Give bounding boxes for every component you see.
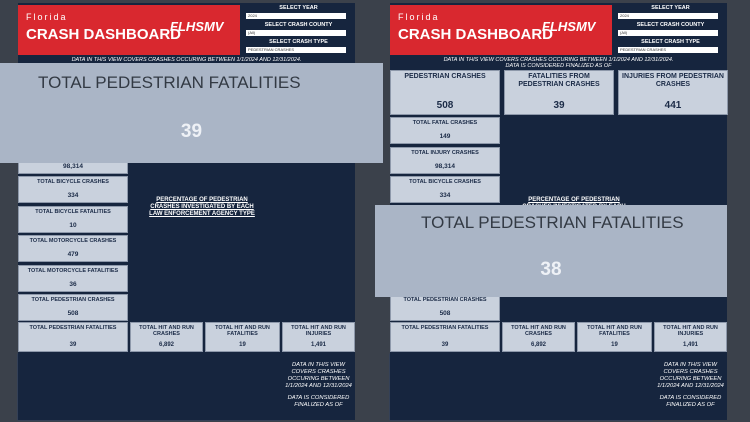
bottom-tile: TOTAL PEDESTRIAN FATALITIES 39 [390, 322, 500, 352]
tile-value: 1,491 [310, 342, 326, 348]
tile-label: FATALITIES FROM PEDESTRIAN CRASHES [518, 73, 600, 88]
tile-label: TOTAL INJURY CRASHES [411, 149, 479, 156]
tile-value: 19 [239, 342, 246, 348]
notice: DATA IN THIS VIEW COVERS CRASHES OCCURIN… [71, 57, 302, 63]
filter-label: SELECT CRASH COUNTY [636, 22, 705, 28]
brand: Florida [26, 12, 68, 22]
side-tile: TOTAL BICYCLE FATALITIES 10 [18, 205, 128, 233]
tile-value: 334 [439, 192, 451, 199]
filter-label: SELECT CRASH COUNTY [264, 22, 333, 28]
tile-label: TOTAL HIT AND RUN INJURIES [663, 325, 718, 338]
filter-value[interactable]: 2024 [618, 13, 718, 19]
overlay-title: TOTAL PEDESTRIAN FATALITIES [38, 73, 301, 92]
overlay-value: 38 [540, 259, 562, 280]
tile-value: 508 [67, 310, 79, 317]
tile-label: TOTAL HIT AND RUN FATALITIES [215, 325, 270, 338]
tile-value: 149 [439, 133, 451, 140]
tile-label: TOTAL PEDESTRIAN FATALITIES [401, 325, 489, 331]
tile-value: 98,314 [63, 162, 83, 170]
tile-value: 6,892 [530, 342, 546, 348]
overlay: TOTAL PEDESTRIAN FATALITIES 39 [0, 63, 383, 163]
tile-value: 19 [611, 342, 618, 348]
overlay-value: 39 [180, 121, 203, 142]
side-tile: TOTAL MOTORCYCLE FATALITIES 36 [18, 264, 128, 292]
note: DATA IN THIS VIEW COVERS CRASHES OCCURIN… [285, 362, 352, 389]
side-tile: TOTAL PEDESTRIAN CRASHES 508 [18, 294, 128, 321]
tile-label: TOTAL HIT AND RUN FATALITIES [587, 325, 642, 338]
filter-label: SELECT CRASH TYPE [269, 39, 328, 45]
top-tile: FATALITIES FROM PEDESTRIAN CRASHES 39 [504, 70, 614, 115]
side-tile: TOTAL MOTORCYCLE CRASHES 479 [18, 235, 128, 262]
side-tile: TOTAL FATAL CRASHES 149 [390, 117, 500, 144]
notice: DATA IN THIS VIEW COVERS CRASHES OCCURIN… [443, 57, 674, 63]
logo: FLHSMV [542, 19, 596, 34]
tile-label: TOTAL PEDESTRIAN CRASHES [31, 297, 115, 303]
filter-label: SELECT CRASH TYPE [641, 39, 700, 45]
tile-label: TOTAL BICYCLE CRASHES [409, 179, 481, 185]
dashboard-title: CRASH DASHBOARD [398, 26, 554, 43]
filter-value[interactable]: (All) [246, 30, 346, 36]
tile-label: TOTAL MOTORCYCLE CRASHES [29, 238, 117, 244]
overlay: TOTAL PEDESTRIAN FATALITIES 38 [375, 205, 727, 297]
dashboard-title: CRASH DASHBOARD [26, 26, 182, 43]
note: DATA IS CONSIDERED FINALIZED AS OF [659, 395, 722, 408]
side-tile: TOTAL BICYCLE CRASHES 334 [390, 176, 500, 203]
tile-label: INJURIES FROM PEDESTRIAN CRASHES [622, 73, 724, 88]
side-tile: TOTAL INJURY CRASHES 98,314 [390, 146, 500, 174]
bottom-tile: TOTAL HIT AND RUN CRASHES 6,892 [502, 322, 575, 352]
bottom-tile: TOTAL HIT AND RUN INJURIES 1,491 [654, 322, 727, 352]
tile-value: 39 [441, 342, 449, 348]
bottom-tile: TOTAL PEDESTRIAN FATALITIES 39 [18, 322, 128, 352]
tile-label: TOTAL BICYCLE FATALITIES [35, 208, 111, 215]
tile-label: TOTAL PEDESTRIAN CRASHES [403, 297, 487, 303]
bottom-tile: TOTAL HIT AND RUN INJURIES 1,491 [282, 322, 355, 352]
tile-label: PEDESTRIAN CRASHES [404, 73, 486, 80]
brand: Florida [398, 12, 440, 22]
note: DATA IS CONSIDERED FINALIZED AS OF [287, 395, 350, 408]
filter-label: SELECT YEAR [279, 5, 318, 11]
filter-value[interactable]: 2024 [246, 13, 346, 19]
top-tile: PEDESTRIAN CRASHES 508 [390, 70, 500, 115]
bottom-tile: TOTAL HIT AND RUN FATALITIES 19 [205, 322, 280, 352]
tile-value: 441 [664, 100, 682, 111]
tile-value: 39 [553, 100, 565, 111]
filter-label: SELECT YEAR [651, 5, 690, 11]
tile-value: 98,314 [435, 162, 455, 170]
side-tile: TOTAL BICYCLE CRASHES 334 [18, 176, 128, 203]
filter-value[interactable]: (All) [618, 30, 718, 36]
tile-label: TOTAL FATAL CRASHES [412, 120, 478, 126]
header: Florida CRASH DASHBOARD FLHSMV [390, 5, 612, 55]
overlay-title: TOTAL PEDESTRIAN FATALITIES [421, 213, 684, 232]
pie-title: PERCENTAGE OF PEDESTRIAN CRASHES INVESTI… [149, 197, 255, 217]
notice: DATA IS CONSIDERED FINALIZED AS OF [505, 63, 612, 69]
tile-value: 1,491 [682, 342, 698, 348]
tile-value: 508 [436, 100, 454, 111]
tile-value: 334 [67, 192, 79, 199]
tile-value: 508 [439, 310, 451, 317]
tile-label: TOTAL HIT AND RUN CRASHES [511, 325, 566, 338]
bottom-tile: TOTAL HIT AND RUN FATALITIES 19 [577, 322, 652, 352]
tile-label: TOTAL BICYCLE CRASHES [37, 179, 109, 185]
tile-value: 479 [67, 251, 79, 258]
side-tile: TOTAL PEDESTRIAN CRASHES 508 [390, 294, 500, 321]
tile-value: 36 [69, 280, 77, 288]
filter-value[interactable]: PEDESTRIAN CRASHES [246, 47, 346, 53]
bottom-tile: TOTAL HIT AND RUN CRASHES 6,892 [130, 322, 203, 352]
tile-label: TOTAL HIT AND RUN INJURIES [291, 325, 346, 338]
filter-value[interactable]: PEDESTRIAN CRASHES [618, 47, 718, 53]
tile-label: TOTAL MOTORCYCLE FATALITIES [27, 267, 119, 274]
header: Florida CRASH DASHBOARD FLHSMV [18, 5, 240, 55]
tile-value: 10 [69, 221, 77, 229]
logo: FLHSMV [170, 19, 224, 34]
note: DATA IN THIS VIEW COVERS CRASHES OCCURIN… [657, 362, 724, 389]
tile-label: TOTAL HIT AND RUN CRASHES [139, 325, 194, 338]
tile-label: TOTAL PEDESTRIAN FATALITIES [29, 325, 117, 331]
top-tile: INJURIES FROM PEDESTRIAN CRASHES 441 [618, 70, 728, 115]
tile-value: 6,892 [158, 342, 174, 348]
tile-value: 39 [69, 342, 77, 348]
